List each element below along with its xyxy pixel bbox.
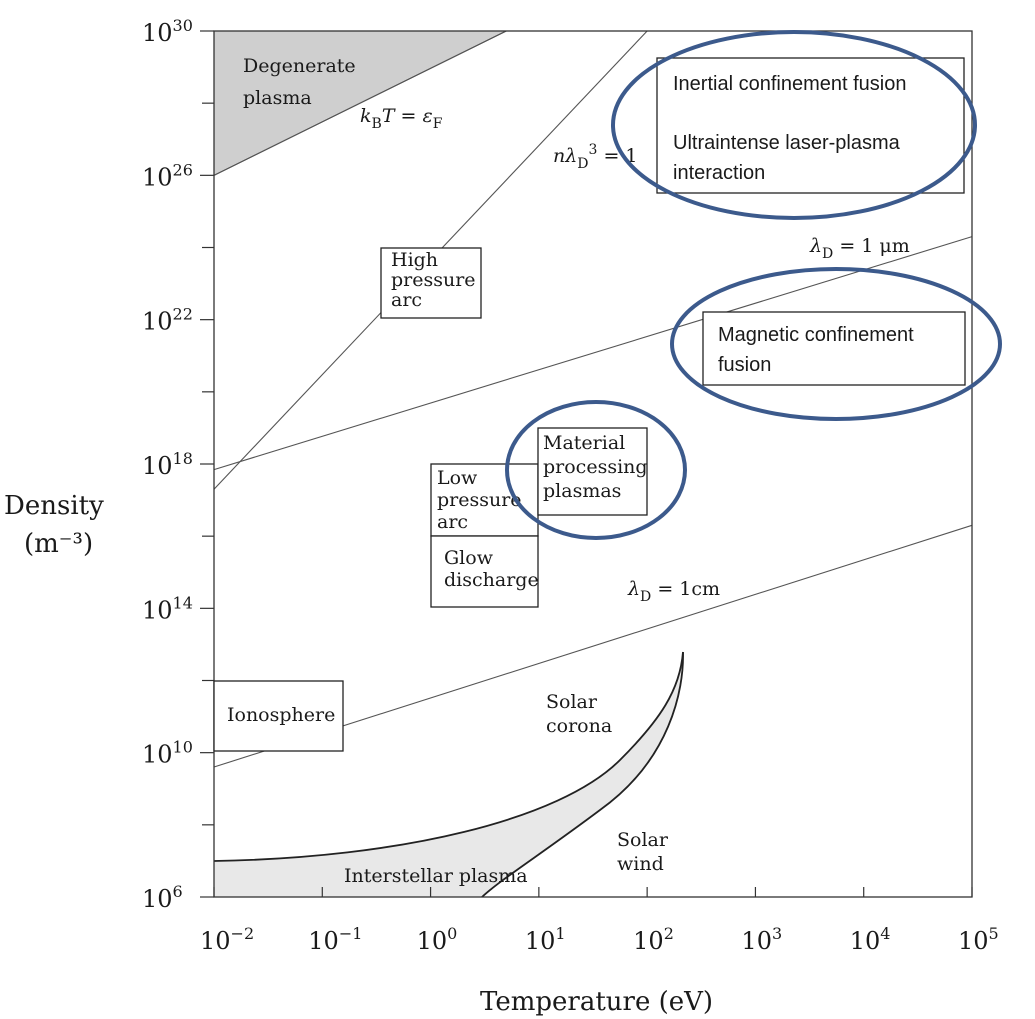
degenerate-plasma-label: Degenerate <box>243 55 356 77</box>
solar-wind-interstellar-region <box>214 652 684 897</box>
x-tick-label: 102 <box>633 924 674 955</box>
icf-box <box>656 57 965 194</box>
material-processing-label: plasmas <box>543 480 621 502</box>
icf-label: Inertial confinement fusion <box>673 73 906 95</box>
high-pressure-arc-label: arc <box>391 289 422 311</box>
y-tick-label: 1014 <box>142 593 193 624</box>
ionosphere-label: Ionosphere <box>227 704 335 726</box>
x-tick-label: 105 <box>958 924 999 955</box>
fermi-degeneracy-line <box>213 30 507 176</box>
y-tick-label: 1018 <box>142 449 193 480</box>
x-tick-label: 103 <box>741 924 782 955</box>
interstellar-plasma-label: Interstellar plasma <box>344 865 528 887</box>
high-pressure-arc-label: pressure <box>391 269 476 291</box>
high-pressure-arc-label: High <box>391 249 438 271</box>
solar-wind-lower-curve <box>481 651 684 898</box>
solar-wind-label: wind <box>617 853 664 875</box>
low-pressure-arc-label: arc <box>437 511 468 533</box>
glow-discharge-label: discharge <box>444 569 539 591</box>
material-processing-label: Material <box>543 432 625 454</box>
ionosphere-box <box>213 680 344 752</box>
fermi-line-label: kBT = εF <box>360 105 443 132</box>
icf-label: Ultraintense laser-plasma <box>673 132 901 154</box>
high-pressure-arc-box <box>380 247 482 319</box>
y-tick-label: 1010 <box>142 738 193 769</box>
x-tick-label: 100 <box>417 924 458 955</box>
y-tick-label: 1026 <box>142 160 193 191</box>
glow-discharge-box <box>430 535 539 608</box>
x-tick-label: 10−1 <box>308 924 362 955</box>
mcf-highlight-ellipse <box>670 267 1002 421</box>
icf-label: interaction <box>673 162 765 184</box>
material-processing-highlight-ellipse <box>505 400 687 540</box>
mcf-label: fusion <box>718 354 771 376</box>
solar-corona-label: corona <box>546 715 612 737</box>
debye-1um-label: λD = 1 μm <box>809 235 910 262</box>
interstellar-upper-curve <box>213 651 684 862</box>
material-processing-label: processing <box>543 456 648 478</box>
mcf-box <box>702 311 966 386</box>
mcf-label: Magnetic confinement <box>718 324 914 346</box>
debye-1cm-label: λD = 1cm <box>627 578 720 605</box>
debye-length-1um-line <box>213 236 973 471</box>
glow-discharge-label: Glow <box>444 547 494 569</box>
y-tick-label: 1030 <box>142 16 193 47</box>
low-pressure-arc-label: Low <box>437 467 478 489</box>
y-axis-unit: (m⁻³) <box>24 529 93 559</box>
x-tick-label: 101 <box>525 924 566 955</box>
y-tick-label: 106 <box>142 882 183 913</box>
y-tick-label: 1022 <box>142 305 193 336</box>
low-pressure-arc-label: pressure <box>437 489 522 511</box>
material-processing-box <box>537 427 648 516</box>
x-tick-label: 10−2 <box>200 924 254 955</box>
y-axis-label: Density <box>4 491 104 521</box>
solar-corona-label: Solar <box>546 691 598 713</box>
x-axis-label: Temperature (eV) <box>480 987 713 1017</box>
low-pressure-arc-box <box>430 463 539 537</box>
degenerate-plasma-label: plasma <box>243 87 312 109</box>
solar-wind-label: Solar <box>617 829 669 851</box>
x-tick-label: 104 <box>850 924 891 955</box>
icf-highlight-ellipse <box>611 30 977 220</box>
